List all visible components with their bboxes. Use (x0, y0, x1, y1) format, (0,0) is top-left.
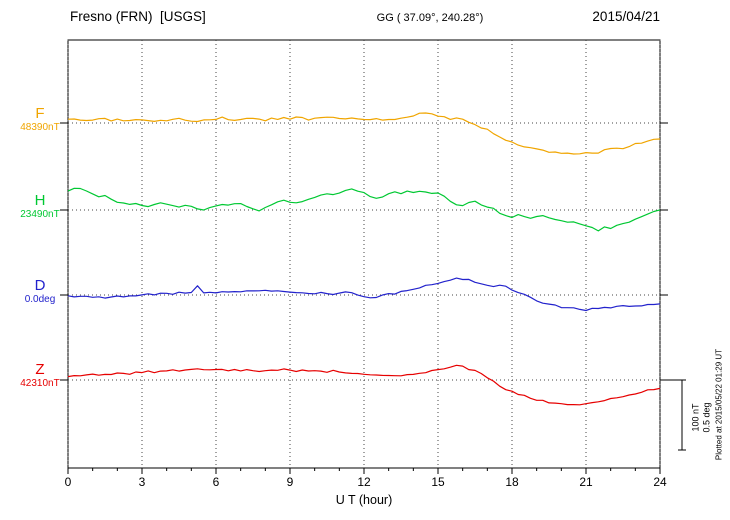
channel-f-baseline-value: 48390nT (20, 122, 60, 134)
channel-h-labels: H 23490nT (8, 192, 72, 221)
plotted-at-timestamp: Plotted at 2015/05/22 01:29 UT (714, 348, 724, 461)
trace-F (67, 112, 661, 155)
channel-d-labels: D 0.0deg (8, 277, 72, 306)
x-tick-label-18: 18 (505, 475, 519, 489)
channel-h-baseline-value: 23490nT (20, 209, 60, 221)
x-tick-label-21: 21 (579, 475, 593, 489)
geographic-coords: GG ( 37.09°, 240.28°) (376, 12, 484, 24)
x-tick-label-24: 24 (653, 475, 667, 489)
channel-d-baseline-value: 0.0deg (24, 294, 56, 306)
scale-bar-label-deg: 0.5 deg (701, 402, 712, 433)
channel-z-labels: Z 42310nT (8, 361, 72, 390)
x-tick-label-3: 3 (138, 475, 146, 489)
x-axis-title: U T (hour) (335, 493, 393, 507)
x-tick-label-9: 9 (286, 475, 294, 489)
channel-f-letter: F (35, 105, 45, 122)
scale-bar-label-nt: 100 nT (690, 403, 701, 432)
x-tick-label-6: 6 (212, 475, 220, 489)
channel-d-letter: D (34, 277, 46, 294)
channel-z-letter: Z (35, 361, 45, 378)
channel-z-baseline-value: 42310nT (20, 378, 60, 390)
plot-date: 2015/04/21 (592, 9, 660, 24)
station-title: Fresno (FRN) [USGS] (70, 9, 206, 24)
channel-h-letter: H (34, 192, 46, 209)
trace-D (67, 277, 661, 312)
x-tick-label-15: 15 (431, 475, 445, 489)
trace-H (67, 187, 661, 232)
trace-Z (67, 364, 661, 406)
x-tick-label-0: 0 (64, 475, 72, 489)
x-tick-label-12: 12 (357, 475, 371, 489)
channel-f-labels: F 48390nT (8, 105, 72, 134)
